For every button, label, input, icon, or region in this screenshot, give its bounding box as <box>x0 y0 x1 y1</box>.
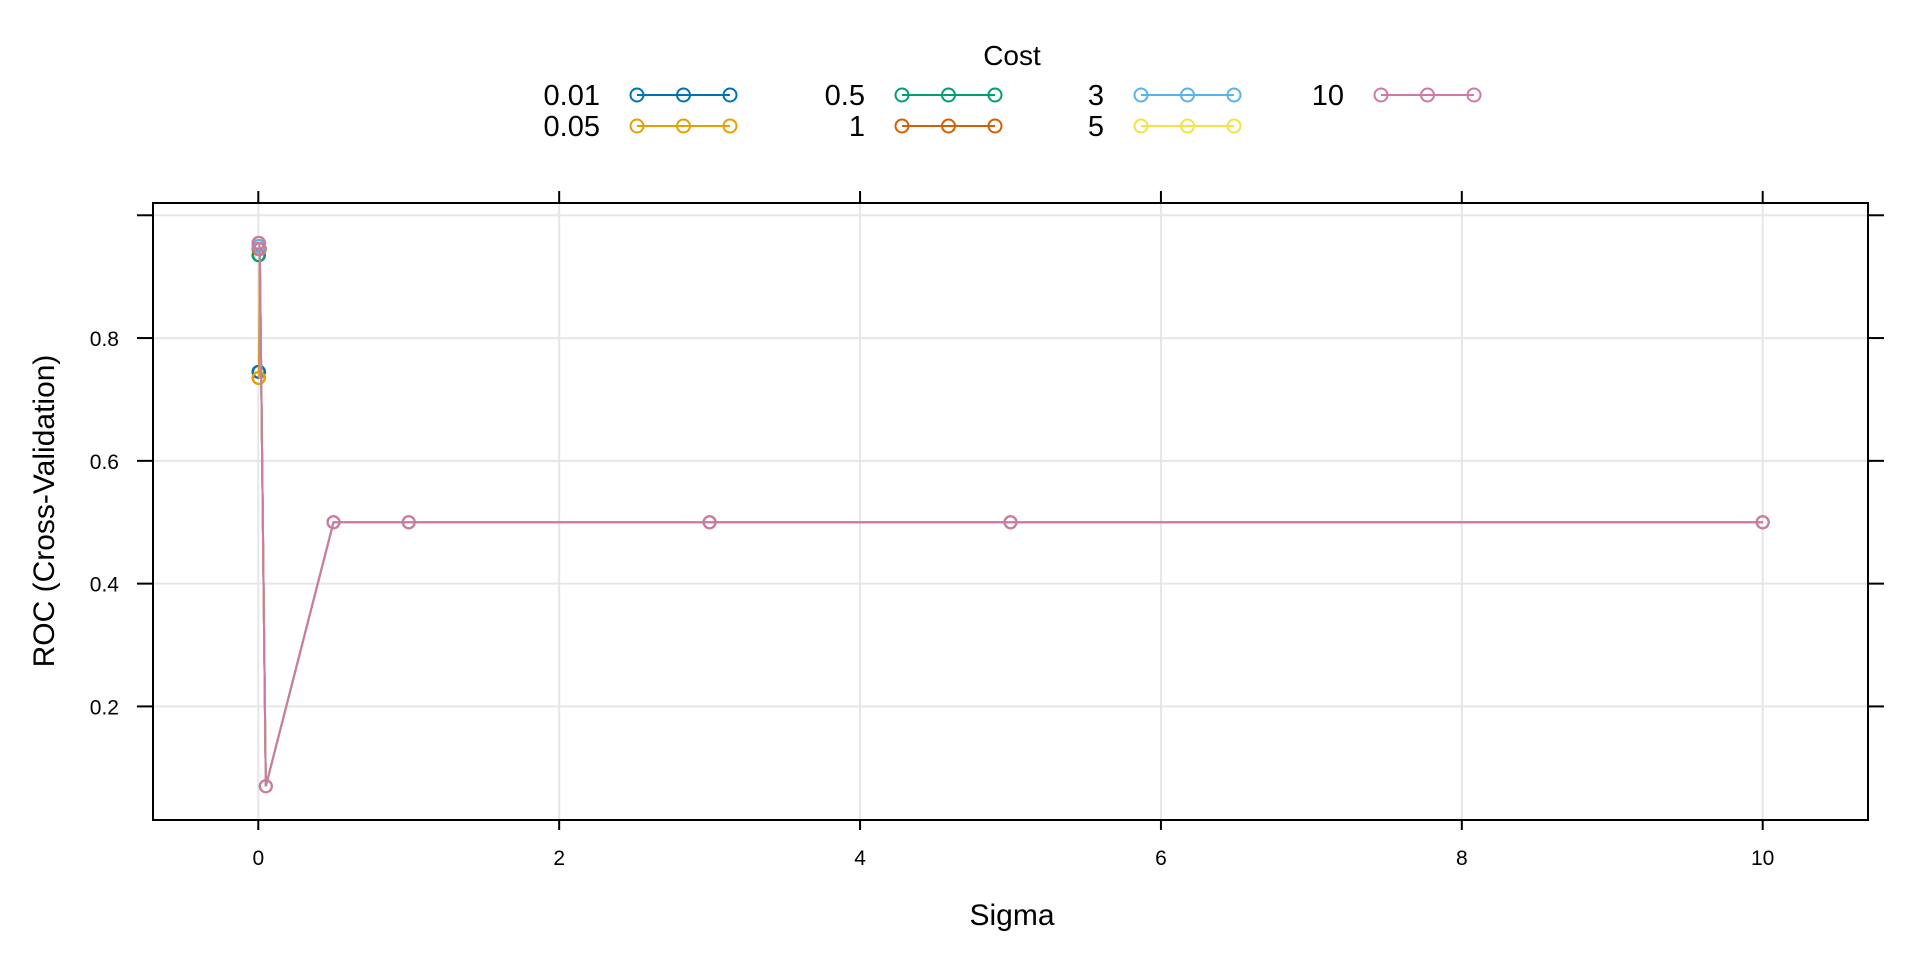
x-tick-label: 10 <box>1751 847 1774 870</box>
legend-swatch-point <box>1373 87 1389 103</box>
y-tick-label: 0.8 <box>90 328 119 351</box>
legend-swatch-point <box>722 118 738 134</box>
data-point <box>252 235 267 250</box>
legend-title: Cost <box>983 40 1041 71</box>
legend-label-cost-10: 10 <box>1312 80 1344 112</box>
x-tick-label: 6 <box>1155 847 1167 870</box>
y-tick-label: 0.6 <box>90 451 119 474</box>
series-line-cost-5 <box>258 241 1763 787</box>
legend-swatch-point <box>1226 118 1242 134</box>
legend-swatch-point <box>1180 118 1195 134</box>
grid <box>153 203 1868 820</box>
legend-label-cost-0.01: 0.01 <box>544 80 600 112</box>
x-tick-label: 0 <box>252 847 264 870</box>
legend-swatch-point <box>987 87 1003 103</box>
legend-label-cost-0.5: 0.5 <box>825 80 865 112</box>
plot-lines <box>251 235 1770 794</box>
legend-swatch-point <box>894 87 910 103</box>
legend-swatch-point <box>1420 87 1435 103</box>
legend-label-cost-1: 1 <box>849 111 865 143</box>
x-axis-label: Sigma <box>969 899 1054 932</box>
legend-swatch-point <box>894 118 910 134</box>
plot-frame <box>152 202 1869 821</box>
series-line-cost-10 <box>258 241 1763 787</box>
legend-label-cost-3: 3 <box>1088 80 1104 112</box>
axes: 0 2 4 6 8 10 0.2 0.4 0.6 0.8 <box>90 191 1884 870</box>
legend-swatch-point <box>987 118 1003 134</box>
legend-swatch-point <box>1133 87 1149 103</box>
y-tick-label: 0.4 <box>90 574 120 597</box>
data-point <box>258 779 273 794</box>
data-point <box>326 515 341 530</box>
legend-swatch-point <box>676 87 691 103</box>
legend-label-cost-0.05: 0.05 <box>544 111 600 143</box>
y-tick-label: 0.2 <box>90 696 119 719</box>
legend: 0.010.05 0.51 35 10 <box>544 80 1482 143</box>
legend-swatch-point <box>629 118 645 134</box>
legend-swatch-point <box>941 118 956 134</box>
data-point <box>1755 515 1770 530</box>
data-point <box>252 370 267 385</box>
x-tick-label: 2 <box>553 847 565 870</box>
legend-swatch-point <box>1180 87 1195 103</box>
x-tick-label: 8 <box>1456 847 1468 870</box>
legend-swatch-point <box>722 87 738 103</box>
data-point <box>401 515 416 530</box>
legend-swatch-point <box>1133 118 1149 134</box>
x-tick-label: 4 <box>854 847 866 870</box>
y-axis-label: ROC (Cross-Validation) <box>28 355 61 668</box>
legend-swatch-point <box>1226 87 1242 103</box>
data-point <box>1003 515 1018 530</box>
data-point <box>252 242 267 257</box>
legend-swatch-point <box>1466 87 1482 103</box>
legend-swatch-point <box>676 118 691 134</box>
legend-swatch-point <box>629 87 645 103</box>
data-point <box>702 515 717 530</box>
legend-swatch-point <box>941 87 956 103</box>
legend-label-cost-5: 5 <box>1088 111 1104 143</box>
